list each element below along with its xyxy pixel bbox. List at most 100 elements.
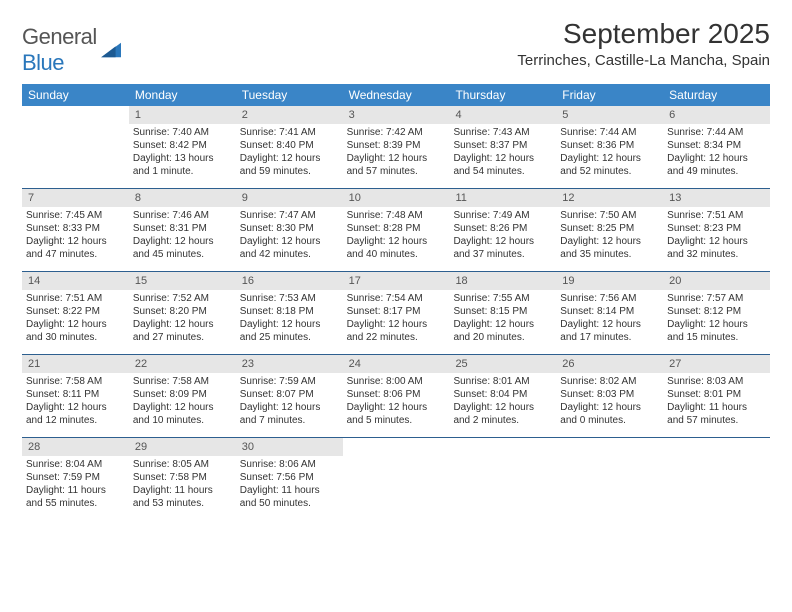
day-number: 7 — [22, 189, 129, 207]
sunset-text: Sunset: 8:07 PM — [240, 388, 339, 401]
day-number: 25 — [449, 355, 556, 373]
day-number: 26 — [556, 355, 663, 373]
sunrise-text: Sunrise: 7:42 AM — [347, 126, 446, 139]
day-cell — [22, 106, 129, 188]
daylight-text: Daylight: 12 hours and 20 minutes. — [453, 318, 552, 344]
day-cell: 1Sunrise: 7:40 AMSunset: 8:42 PMDaylight… — [129, 106, 236, 188]
day-number: 30 — [236, 438, 343, 456]
sunset-text: Sunset: 8:11 PM — [26, 388, 125, 401]
day-number: 11 — [449, 189, 556, 207]
sunrise-text: Sunrise: 7:49 AM — [453, 209, 552, 222]
daylight-text: Daylight: 11 hours and 50 minutes. — [240, 484, 339, 510]
daylight-text: Daylight: 12 hours and 0 minutes. — [560, 401, 659, 427]
sunset-text: Sunset: 8:40 PM — [240, 139, 339, 152]
sunrise-text: Sunrise: 7:46 AM — [133, 209, 232, 222]
daylight-text: Daylight: 12 hours and 10 minutes. — [133, 401, 232, 427]
day-cell: 23Sunrise: 7:59 AMSunset: 8:07 PMDayligh… — [236, 355, 343, 437]
sunset-text: Sunset: 8:12 PM — [667, 305, 766, 318]
day-cell: 9Sunrise: 7:47 AMSunset: 8:30 PMDaylight… — [236, 189, 343, 271]
daylight-text: Daylight: 12 hours and 42 minutes. — [240, 235, 339, 261]
sunset-text: Sunset: 8:18 PM — [240, 305, 339, 318]
sunset-text: Sunset: 8:20 PM — [133, 305, 232, 318]
day-cell: 13Sunrise: 7:51 AMSunset: 8:23 PMDayligh… — [663, 189, 770, 271]
day-number: 12 — [556, 189, 663, 207]
sunset-text: Sunset: 8:06 PM — [347, 388, 446, 401]
daylight-text: Daylight: 12 hours and 2 minutes. — [453, 401, 552, 427]
day-body: Sunrise: 7:48 AMSunset: 8:28 PMDaylight:… — [343, 207, 450, 265]
day-body: Sunrise: 7:43 AMSunset: 8:37 PMDaylight:… — [449, 124, 556, 182]
day-cell: 24Sunrise: 8:00 AMSunset: 8:06 PMDayligh… — [343, 355, 450, 437]
sunset-text: Sunset: 8:09 PM — [133, 388, 232, 401]
sunrise-text: Sunrise: 7:58 AM — [26, 375, 125, 388]
day-cell: 28Sunrise: 8:04 AMSunset: 7:59 PMDayligh… — [22, 438, 129, 520]
day-number: 23 — [236, 355, 343, 373]
sunset-text: Sunset: 8:23 PM — [667, 222, 766, 235]
daylight-text: Daylight: 12 hours and 7 minutes. — [240, 401, 339, 427]
day-number: 24 — [343, 355, 450, 373]
day-number: 16 — [236, 272, 343, 290]
day-number: 2 — [236, 106, 343, 124]
day-cell — [556, 438, 663, 520]
day-body: Sunrise: 7:53 AMSunset: 8:18 PMDaylight:… — [236, 290, 343, 348]
daylight-text: Daylight: 12 hours and 22 minutes. — [347, 318, 446, 344]
daylight-text: Daylight: 12 hours and 57 minutes. — [347, 152, 446, 178]
day-cell: 12Sunrise: 7:50 AMSunset: 8:25 PMDayligh… — [556, 189, 663, 271]
day-cell: 6Sunrise: 7:44 AMSunset: 8:34 PMDaylight… — [663, 106, 770, 188]
day-cell: 27Sunrise: 8:03 AMSunset: 8:01 PMDayligh… — [663, 355, 770, 437]
calendar: SundayMondayTuesdayWednesdayThursdayFrid… — [22, 84, 770, 520]
week-row: 28Sunrise: 8:04 AMSunset: 7:59 PMDayligh… — [22, 438, 770, 520]
day-body: Sunrise: 8:00 AMSunset: 8:06 PMDaylight:… — [343, 373, 450, 431]
day-cell: 16Sunrise: 7:53 AMSunset: 8:18 PMDayligh… — [236, 272, 343, 354]
header-bar: General Blue September 2025 Terrinches, … — [22, 18, 770, 76]
sunset-text: Sunset: 8:25 PM — [560, 222, 659, 235]
day-number: 17 — [343, 272, 450, 290]
day-cell: 2Sunrise: 7:41 AMSunset: 8:40 PMDaylight… — [236, 106, 343, 188]
logo-word-2: Blue — [22, 50, 64, 75]
day-body: Sunrise: 7:42 AMSunset: 8:39 PMDaylight:… — [343, 124, 450, 182]
daylight-text: Daylight: 12 hours and 49 minutes. — [667, 152, 766, 178]
sunset-text: Sunset: 8:17 PM — [347, 305, 446, 318]
sunrise-text: Sunrise: 7:40 AM — [133, 126, 232, 139]
day-body: Sunrise: 7:44 AMSunset: 8:34 PMDaylight:… — [663, 124, 770, 182]
sunrise-text: Sunrise: 8:05 AM — [133, 458, 232, 471]
day-cell — [449, 438, 556, 520]
day-number: 15 — [129, 272, 236, 290]
day-number: 10 — [343, 189, 450, 207]
daylight-text: Daylight: 12 hours and 27 minutes. — [133, 318, 232, 344]
sunset-text: Sunset: 7:59 PM — [26, 471, 125, 484]
sunset-text: Sunset: 8:30 PM — [240, 222, 339, 235]
daylight-text: Daylight: 12 hours and 17 minutes. — [560, 318, 659, 344]
sunset-text: Sunset: 8:39 PM — [347, 139, 446, 152]
sunrise-text: Sunrise: 8:03 AM — [667, 375, 766, 388]
day-body: Sunrise: 7:55 AMSunset: 8:15 PMDaylight:… — [449, 290, 556, 348]
sunset-text: Sunset: 8:15 PM — [453, 305, 552, 318]
day-body: Sunrise: 7:46 AMSunset: 8:31 PMDaylight:… — [129, 207, 236, 265]
day-cell: 7Sunrise: 7:45 AMSunset: 8:33 PMDaylight… — [22, 189, 129, 271]
sunrise-text: Sunrise: 8:06 AM — [240, 458, 339, 471]
sunset-text: Sunset: 7:56 PM — [240, 471, 339, 484]
weekday-header: Wednesday — [343, 84, 450, 106]
day-cell: 22Sunrise: 7:58 AMSunset: 8:09 PMDayligh… — [129, 355, 236, 437]
day-cell: 19Sunrise: 7:56 AMSunset: 8:14 PMDayligh… — [556, 272, 663, 354]
logo-triangle-icon — [101, 41, 123, 59]
weekday-header: Friday — [556, 84, 663, 106]
logo: General Blue — [22, 18, 123, 76]
day-number: 27 — [663, 355, 770, 373]
day-body: Sunrise: 7:52 AMSunset: 8:20 PMDaylight:… — [129, 290, 236, 348]
day-body: Sunrise: 7:49 AMSunset: 8:26 PMDaylight:… — [449, 207, 556, 265]
day-body: Sunrise: 8:05 AMSunset: 7:58 PMDaylight:… — [129, 456, 236, 514]
day-body: Sunrise: 7:51 AMSunset: 8:23 PMDaylight:… — [663, 207, 770, 265]
day-cell: 10Sunrise: 7:48 AMSunset: 8:28 PMDayligh… — [343, 189, 450, 271]
title-block: September 2025 Terrinches, Castille-La M… — [517, 18, 770, 69]
week-row: 14Sunrise: 7:51 AMSunset: 8:22 PMDayligh… — [22, 272, 770, 355]
day-number: 4 — [449, 106, 556, 124]
sunrise-text: Sunrise: 7:51 AM — [667, 209, 766, 222]
day-number: 20 — [663, 272, 770, 290]
day-number: 28 — [22, 438, 129, 456]
sunrise-text: Sunrise: 7:50 AM — [560, 209, 659, 222]
logo-text: General Blue — [22, 24, 97, 76]
day-cell: 4Sunrise: 7:43 AMSunset: 8:37 PMDaylight… — [449, 106, 556, 188]
day-cell: 5Sunrise: 7:44 AMSunset: 8:36 PMDaylight… — [556, 106, 663, 188]
day-number: 13 — [663, 189, 770, 207]
weekday-header: Monday — [129, 84, 236, 106]
